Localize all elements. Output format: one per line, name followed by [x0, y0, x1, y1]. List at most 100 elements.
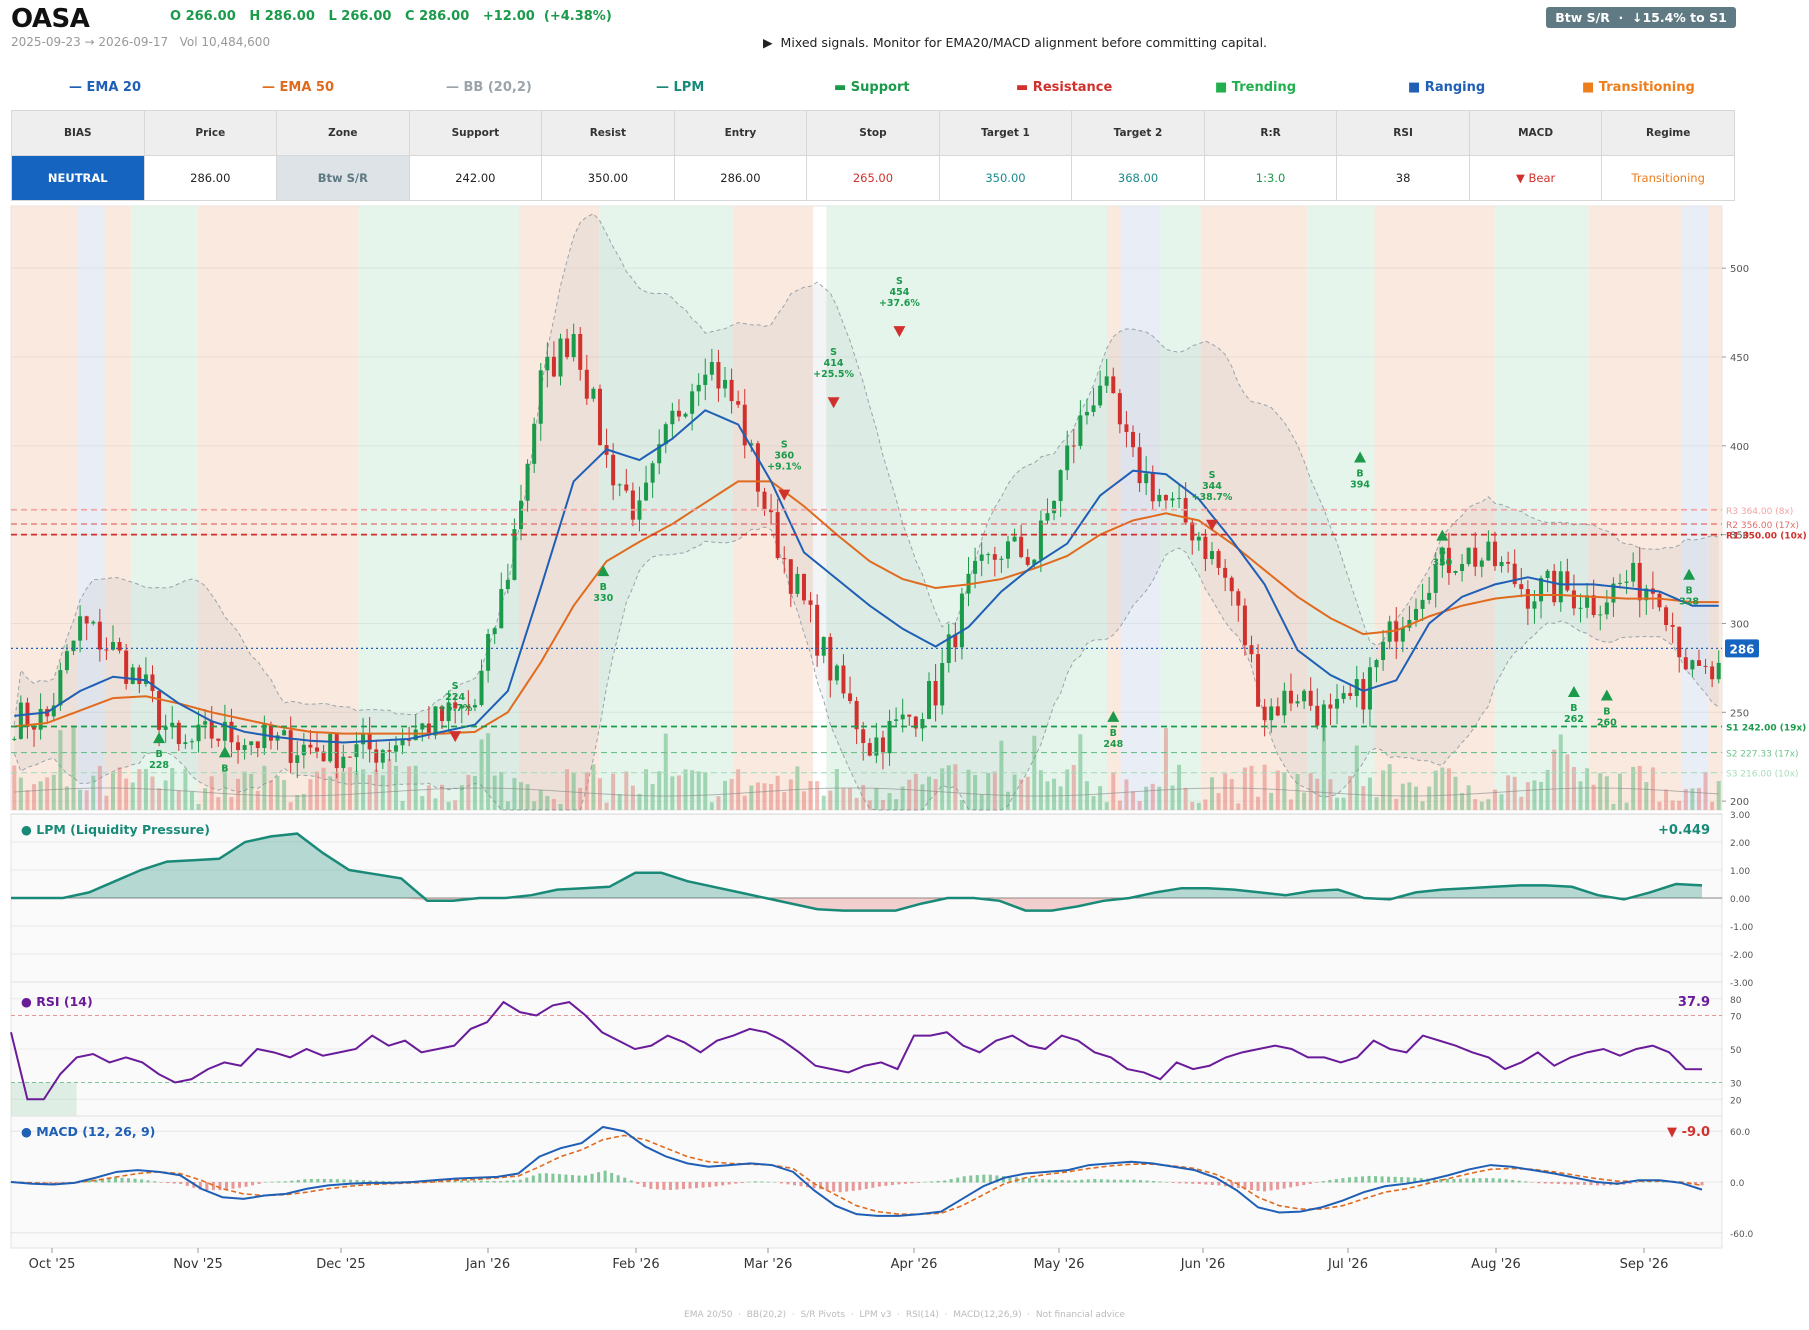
candle-body — [1578, 607, 1583, 609]
legend-ranging[interactable]: ■ Ranging — [1408, 80, 1486, 95]
volume-bar — [183, 768, 188, 810]
macd-histogram-bar — [792, 1182, 796, 1186]
candle-body — [1413, 608, 1418, 620]
macd-histogram-bar — [153, 1181, 157, 1183]
chart-canvas[interactable]: 200 250 300 350 400 450 500 R3 364.00 (8x) R2 35… — [0, 204, 1809, 1304]
candle-body — [288, 730, 293, 763]
candle-body — [295, 755, 300, 763]
volume-bar — [38, 781, 43, 810]
candle-body — [1716, 662, 1721, 680]
legend-lpm[interactable]: — LPM — [656, 80, 705, 95]
legend-transitioning[interactable]: ■ Transitioning — [1582, 80, 1695, 95]
volume-bar — [1019, 779, 1024, 810]
candle-body — [973, 560, 978, 574]
volume-bar — [1552, 749, 1557, 810]
macd-histogram-bar — [675, 1182, 679, 1190]
volume-bar — [1670, 800, 1675, 810]
candle-body — [775, 512, 780, 559]
legend-ema20[interactable]: — EMA 20 — [69, 80, 142, 95]
x-tick-label: Jun '26 — [1180, 1257, 1226, 1272]
macd-histogram-bar — [1067, 1180, 1071, 1183]
volume-bar — [1137, 801, 1142, 810]
buy-marker — [597, 565, 610, 577]
candle-body — [597, 388, 602, 446]
sell-label: 360 — [774, 451, 794, 462]
regime-band-trending — [358, 206, 519, 810]
legend-resistance[interactable]: ▬ Resistance — [1016, 80, 1113, 95]
lpm-tick-label: -1.00 — [1730, 923, 1754, 933]
legend-trending[interactable]: ■ Trending — [1215, 80, 1297, 95]
volume-bar — [1624, 802, 1629, 810]
volume-bar — [1341, 797, 1346, 810]
macd-histogram-bar — [1387, 1176, 1391, 1183]
macd-histogram-bar — [786, 1182, 790, 1185]
volume-bar — [545, 795, 550, 810]
macd-tick-label: -60.0 — [1730, 1230, 1754, 1240]
macd-histogram-bar — [1400, 1177, 1404, 1183]
candle-body — [1025, 557, 1030, 565]
macd-histogram-bar — [897, 1182, 901, 1185]
candle-body — [1539, 578, 1544, 602]
candle-body — [1196, 536, 1201, 541]
volume-bar — [913, 773, 918, 810]
macd-histogram-bar — [936, 1180, 940, 1183]
volume-bar — [1499, 794, 1504, 810]
candle-body — [1374, 660, 1379, 668]
macd-histogram-bar — [94, 1179, 98, 1183]
macd-histogram-bar — [812, 1182, 816, 1189]
volume-bar — [874, 787, 879, 810]
x-tick-label: Mar '26 — [744, 1257, 793, 1272]
macd-histogram-bar — [159, 1182, 163, 1183]
sell-marker — [827, 397, 840, 409]
volume-bar — [953, 764, 958, 810]
candle-body — [545, 356, 550, 371]
volume-bar — [1683, 789, 1688, 810]
header-target2: Target 2 — [1071, 110, 1205, 156]
volume-bar — [861, 784, 866, 810]
buy-marker — [1683, 568, 1696, 580]
macd-histogram-bar — [1099, 1179, 1103, 1183]
macd-histogram-bar — [995, 1175, 999, 1183]
candle-body — [1295, 701, 1300, 704]
candle-body — [1282, 690, 1287, 716]
candle-body — [347, 756, 352, 758]
candle-body — [1045, 513, 1050, 521]
candle-body — [992, 554, 997, 560]
volume-bar — [821, 795, 826, 810]
volume-bar — [203, 788, 208, 810]
macd-title: ● MACD (12, 26, 9) — [21, 1124, 155, 1139]
volume-bar — [1539, 781, 1544, 810]
legend-bb[interactable]: — BB (20,2) — [446, 80, 532, 95]
macd-histogram-bar — [1635, 1182, 1639, 1183]
macd-histogram-bar — [1204, 1182, 1208, 1185]
candle-body — [828, 636, 833, 681]
macd-histogram-bar — [570, 1175, 574, 1183]
candle-body — [1341, 693, 1346, 699]
volume-bar — [703, 772, 708, 810]
macd-histogram-bar — [486, 1180, 490, 1183]
volume-bar — [1453, 776, 1458, 810]
macd-histogram-bar — [1321, 1181, 1325, 1183]
sell-label: +25.5% — [813, 369, 854, 380]
volume-bar — [486, 733, 491, 810]
candle-body — [650, 463, 655, 483]
volume-bar — [117, 767, 122, 810]
candle-body — [525, 463, 530, 501]
regime-band-ranging — [1120, 206, 1161, 810]
sell-label: S — [896, 276, 903, 287]
candle-body — [1710, 666, 1715, 680]
candle-body — [979, 554, 984, 561]
candle-body — [1065, 445, 1070, 471]
candle-body — [1552, 570, 1557, 603]
legend-ema50[interactable]: — EMA 50 — [262, 80, 335, 95]
volume-bar — [1361, 786, 1366, 810]
candle-body — [676, 410, 681, 417]
legend-support[interactable]: ▬ Support — [834, 80, 910, 95]
macd-histogram-bar — [799, 1182, 803, 1187]
macd-histogram-bar — [100, 1179, 104, 1183]
volume-bar — [196, 803, 201, 810]
macd-histogram-bar — [1152, 1181, 1156, 1183]
volume-bar — [650, 784, 655, 810]
candle-body — [663, 424, 668, 445]
candle-body — [532, 423, 537, 464]
